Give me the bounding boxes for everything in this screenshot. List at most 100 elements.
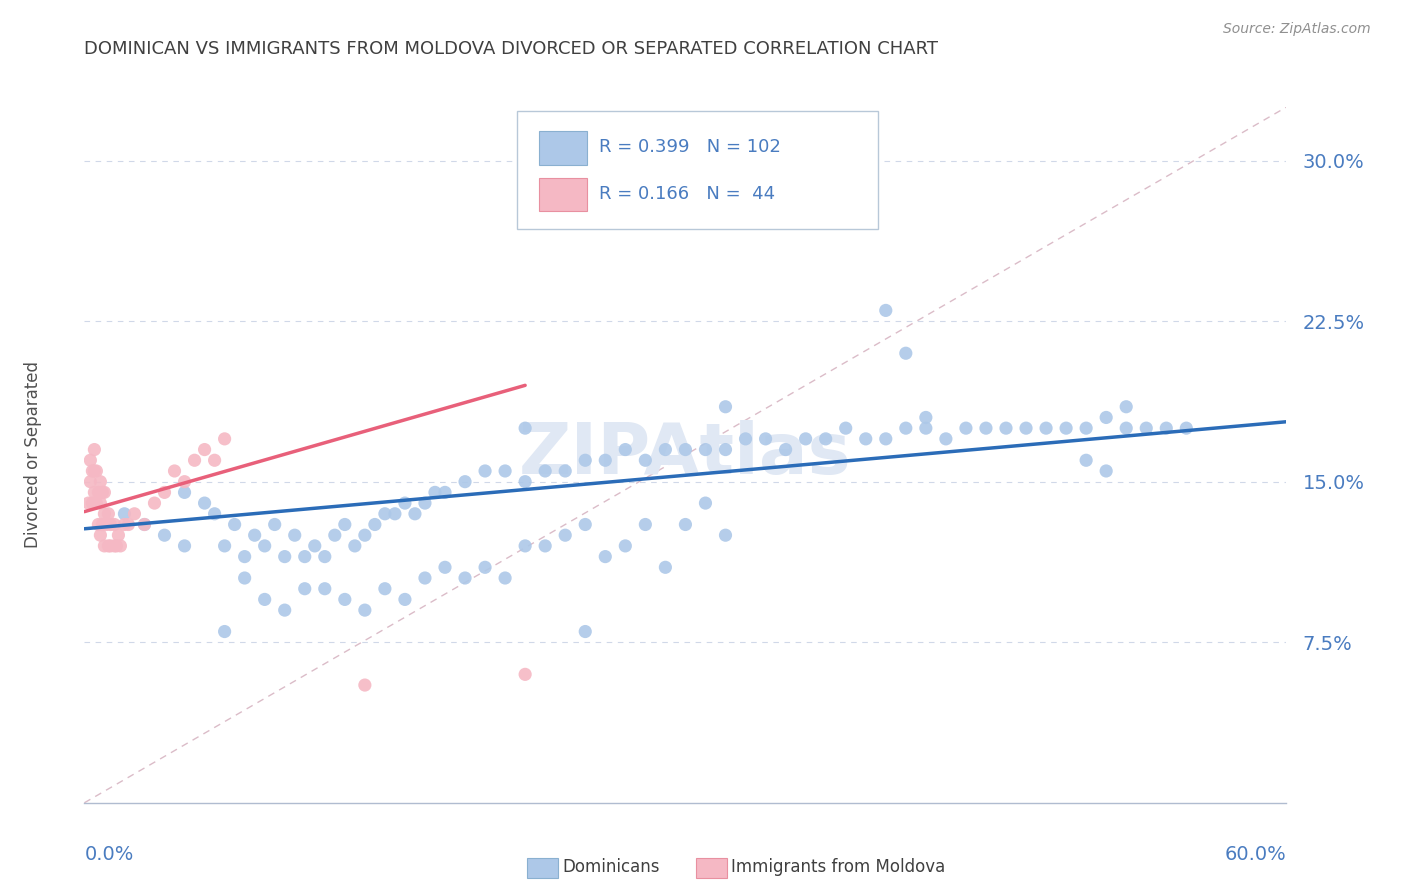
Point [614, 442, 637, 457]
Point [1076, 421, 1098, 435]
Point [454, 475, 477, 489]
Point [515, 421, 537, 435]
Point [194, 442, 217, 457]
Point [574, 624, 596, 639]
Point [534, 464, 557, 478]
Point [214, 624, 236, 639]
Point [354, 603, 377, 617]
Point [634, 453, 657, 467]
Point [1115, 421, 1137, 435]
Point [454, 571, 477, 585]
Text: 60.0%: 60.0% [1225, 845, 1286, 863]
Point [374, 507, 396, 521]
Point [354, 678, 377, 692]
Point [82, 496, 104, 510]
Point [214, 539, 236, 553]
Point [1076, 453, 1098, 467]
Point [394, 496, 416, 510]
FancyBboxPatch shape [517, 111, 877, 229]
Point [117, 517, 139, 532]
Point [494, 464, 516, 478]
Point [77, 496, 100, 510]
Point [1135, 421, 1157, 435]
Point [134, 517, 156, 532]
Point [915, 421, 938, 435]
Point [87, 485, 110, 500]
Text: DOMINICAN VS IMMIGRANTS FROM MOLDOVA DIVORCED OR SEPARATED CORRELATION CHART: DOMINICAN VS IMMIGRANTS FROM MOLDOVA DIV… [84, 40, 938, 58]
Point [995, 421, 1018, 435]
Point [974, 421, 997, 435]
Point [915, 410, 938, 425]
Point [89, 496, 111, 510]
Point [114, 517, 135, 532]
Point [82, 464, 104, 478]
Point [253, 539, 276, 553]
Point [100, 517, 122, 532]
Point [413, 496, 436, 510]
Point [93, 539, 115, 553]
Point [91, 485, 114, 500]
Point [875, 303, 897, 318]
Point [93, 507, 115, 521]
Point [1035, 421, 1057, 435]
Point [163, 464, 186, 478]
Point [1156, 421, 1178, 435]
Point [333, 592, 356, 607]
Bar [538, 178, 586, 211]
Point [124, 507, 146, 521]
Point [294, 549, 316, 564]
Point [695, 496, 717, 510]
Point [194, 496, 217, 510]
Point [89, 475, 111, 489]
Point [87, 517, 110, 532]
Point [83, 464, 105, 478]
Point [103, 539, 125, 553]
Point [515, 539, 537, 553]
Point [173, 539, 195, 553]
Point [243, 528, 266, 542]
Point [474, 560, 496, 574]
Point [114, 507, 135, 521]
Point [284, 528, 307, 542]
Point [574, 517, 596, 532]
Point [1095, 410, 1118, 425]
Point [107, 528, 129, 542]
Point [554, 528, 576, 542]
Point [103, 517, 125, 532]
Bar [538, 131, 586, 165]
Point [333, 517, 356, 532]
Point [294, 582, 316, 596]
Point [614, 539, 637, 553]
Point [86, 464, 108, 478]
Point [134, 517, 156, 532]
Point [214, 432, 236, 446]
Point [86, 496, 108, 510]
Point [105, 539, 128, 553]
Point [274, 549, 297, 564]
Point [474, 464, 496, 478]
Point [394, 592, 416, 607]
Point [1015, 421, 1038, 435]
Point [314, 549, 336, 564]
Point [83, 485, 105, 500]
Point [89, 528, 111, 542]
Point [263, 517, 285, 532]
Point [83, 442, 105, 457]
Point [835, 421, 858, 435]
Point [695, 442, 717, 457]
Point [574, 453, 596, 467]
Point [97, 507, 120, 521]
Point [855, 432, 877, 446]
Point [253, 592, 276, 607]
Point [343, 539, 366, 553]
Point [143, 496, 166, 510]
Point [515, 667, 537, 681]
Text: ZIPAtlas: ZIPAtlas [519, 420, 852, 490]
Point [314, 582, 336, 596]
Point [434, 485, 457, 500]
Point [183, 453, 205, 467]
Point [595, 453, 617, 467]
Point [814, 432, 837, 446]
Point [734, 432, 756, 446]
Point [434, 560, 457, 574]
